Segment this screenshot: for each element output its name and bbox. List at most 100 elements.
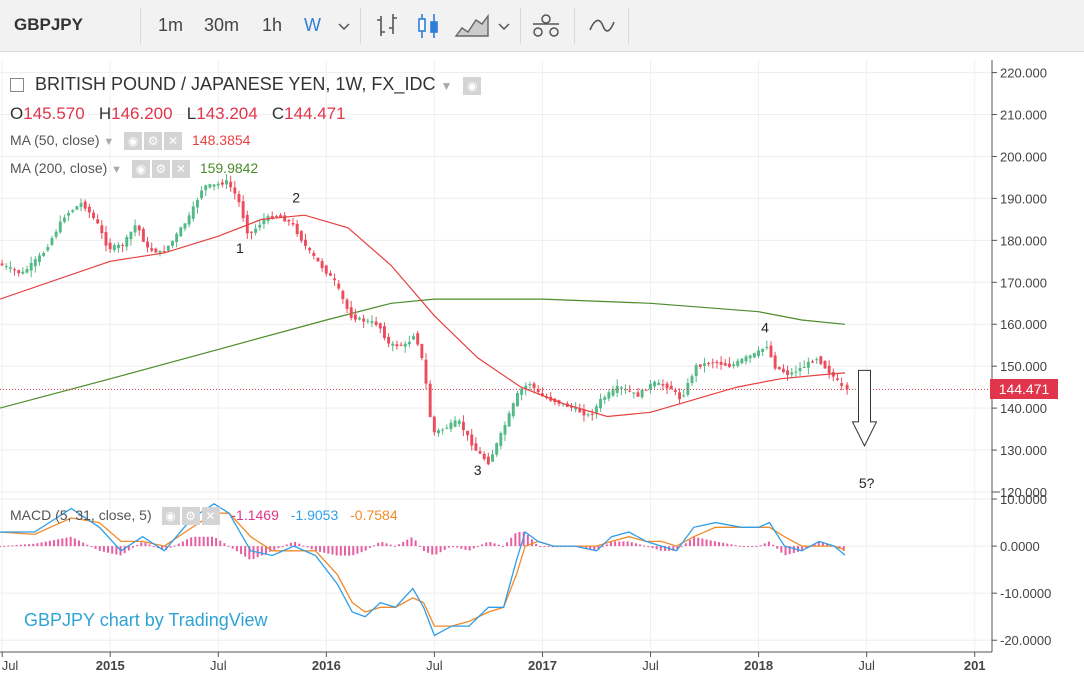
macd-histogram-bar — [127, 546, 130, 551]
close-label: C — [271, 104, 285, 123]
candle-body — [495, 443, 499, 455]
time-tick-label: Jul — [642, 658, 659, 673]
eye-icon[interactable]: ◉ — [131, 160, 150, 179]
symbol-label[interactable]: GBPJPY — [14, 15, 83, 34]
macd-histogram-bar — [447, 546, 450, 548]
gear-icon[interactable]: ⚙ — [181, 507, 200, 526]
macd-histogram-bar — [181, 541, 184, 547]
macd-histogram-bar — [726, 543, 729, 547]
gear-icon[interactable]: ⚙ — [151, 160, 170, 179]
candle-body — [83, 201, 87, 209]
candle-body — [594, 406, 598, 414]
macd-histogram-bar — [472, 546, 475, 549]
chevron-down-icon[interactable]: ▼ — [103, 136, 115, 148]
macd-histogram-bar — [767, 541, 770, 547]
eye-icon[interactable]: ◉ — [124, 132, 143, 151]
macd-histogram-bar — [331, 546, 334, 555]
candle-body — [270, 216, 274, 219]
ma50-label[interactable]: MA (50, close) — [10, 132, 100, 148]
interval-1h-button[interactable]: 1h — [262, 15, 283, 35]
macd-histogram-bar — [86, 544, 89, 547]
candle-body — [216, 183, 220, 186]
time-tick-label: 2017 — [528, 658, 557, 673]
candle-body — [802, 366, 806, 368]
candle-body — [308, 247, 312, 251]
candle-style-icon[interactable] — [412, 10, 444, 42]
candle-body — [540, 393, 544, 397]
candle-body — [33, 259, 37, 267]
macd-histogram-bar — [352, 546, 355, 556]
indicators-icon[interactable] — [586, 10, 618, 42]
candle-body — [503, 424, 507, 435]
candle-body — [13, 269, 17, 271]
candle-body — [200, 190, 204, 199]
collapse-icon[interactable] — [10, 78, 24, 93]
close-icon[interactable]: ✕ — [164, 132, 183, 151]
interval-w-button[interactable]: W — [304, 15, 321, 35]
chevron-down-icon[interactable] — [334, 10, 354, 42]
interval-1m-button[interactable]: 1m — [158, 15, 184, 35]
toolbar-divider — [574, 8, 575, 44]
close-icon[interactable]: ✕ — [201, 507, 220, 526]
macd-histogram-bar — [277, 546, 280, 549]
high-label: H — [98, 104, 112, 123]
gear-icon[interactable]: ⚙ — [144, 132, 163, 151]
chevron-down-icon[interactable]: ▼ — [111, 164, 123, 176]
candle-body — [279, 215, 282, 218]
candle-body — [370, 321, 374, 324]
candle-body — [100, 225, 104, 234]
candle-body — [362, 318, 366, 322]
chevron-down-icon[interactable]: ▼ — [440, 79, 453, 93]
compare-icon[interactable] — [530, 10, 562, 42]
candle-body — [624, 389, 627, 391]
toolbar-divider — [360, 8, 361, 44]
candle-body — [96, 219, 100, 224]
price-tick-label: 180.000 — [1000, 233, 1047, 248]
macd-histogram-bar — [618, 541, 621, 547]
close-icon[interactable]: ✕ — [171, 160, 190, 179]
candle-body — [694, 365, 698, 377]
macd-histogram-bar — [252, 546, 255, 560]
candle-body — [349, 307, 353, 318]
macd-histogram-bar — [219, 540, 222, 547]
macd-histogram-bar — [535, 543, 538, 547]
bar-style-icon[interactable] — [372, 10, 404, 42]
macd-histogram-bar — [148, 544, 151, 547]
macd-histogram-bar — [231, 546, 234, 549]
ma200-label[interactable]: MA (200, close) — [10, 160, 108, 176]
eye-icon[interactable]: ◉ — [463, 77, 482, 95]
candle-body — [453, 420, 457, 427]
candle-body — [611, 389, 615, 396]
candle-body — [424, 359, 428, 384]
candle-body — [75, 206, 79, 210]
candle-body — [283, 215, 287, 222]
candle-body — [412, 336, 415, 340]
candle-body — [387, 336, 391, 344]
candle-body — [320, 261, 324, 269]
macd-histogram-bar — [414, 540, 417, 547]
candle-body — [328, 273, 332, 276]
candle-body — [345, 299, 349, 309]
candle-body — [582, 409, 586, 416]
chevron-down-icon[interactable] — [494, 10, 514, 42]
interval-30m-button[interactable]: 30m — [204, 15, 240, 35]
area-style-icon[interactable] — [452, 10, 492, 42]
macd-histogram-bar — [306, 546, 309, 548]
candle-body — [353, 314, 357, 320]
macd-histogram-bar — [796, 546, 799, 552]
candle-body — [752, 353, 756, 358]
eye-icon[interactable]: ◉ — [161, 507, 180, 526]
macd-label[interactable]: MACD (5, 31, close, 5) — [10, 507, 152, 523]
macd-histogram-bar — [348, 546, 351, 556]
wave-annotations: 1 2 3 4 5? — [236, 190, 878, 491]
macd-histogram-bar — [585, 546, 588, 549]
candle-body — [416, 333, 420, 345]
macd-histogram-bar — [210, 536, 213, 547]
macd-histogram-bar — [169, 546, 172, 548]
macd-histogram-bar — [422, 546, 425, 551]
wave-label: 4 — [761, 320, 769, 336]
macd-histogram-bar — [389, 544, 392, 547]
candle-body — [806, 361, 810, 368]
macd-histogram-bar — [393, 545, 396, 547]
